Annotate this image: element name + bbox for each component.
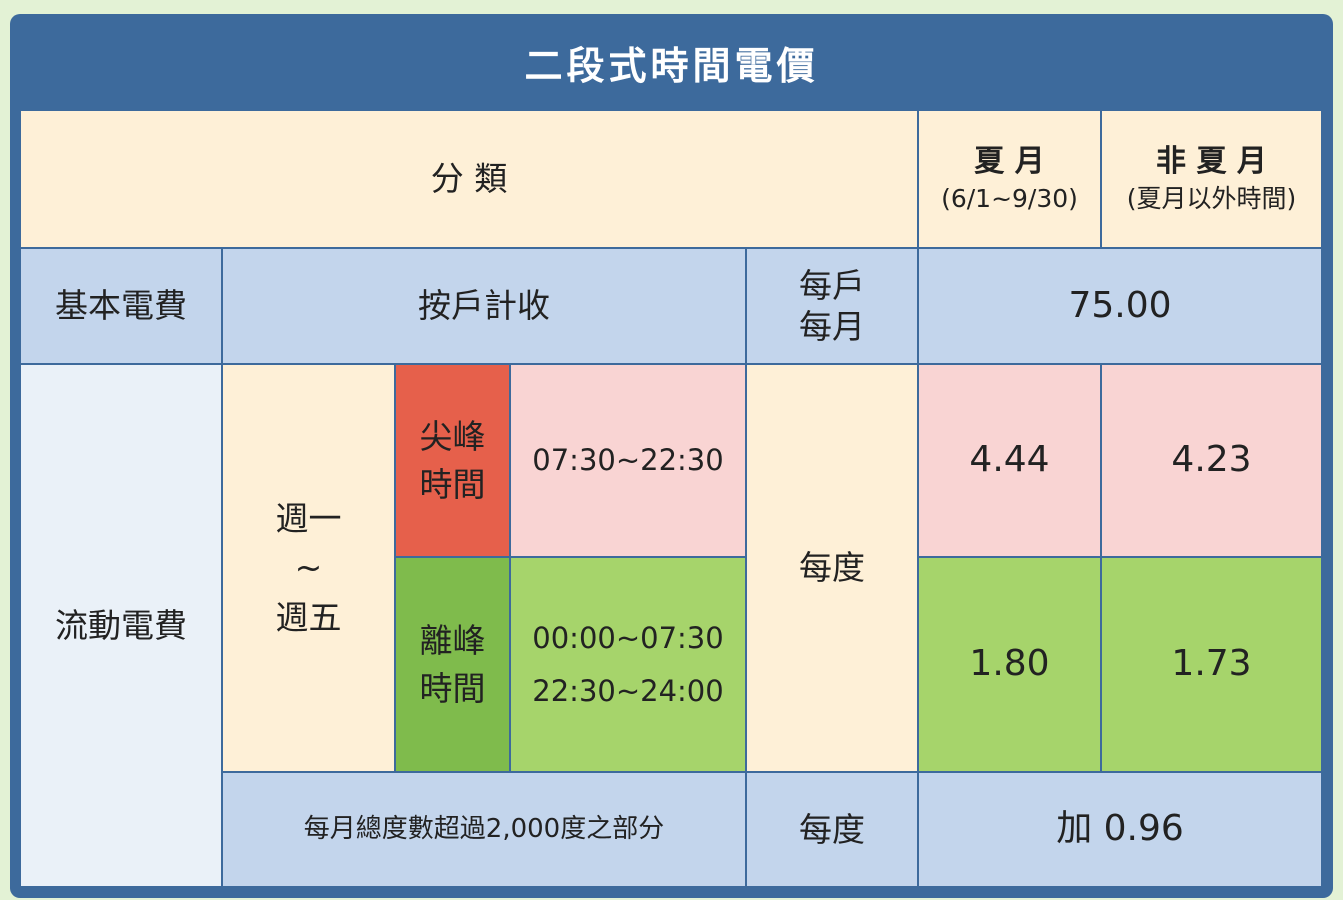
- off-peak-label-line: 時間: [419, 668, 486, 708]
- off-peak-label: 離峰 時間: [395, 557, 510, 772]
- summer-label: 夏 月: [974, 143, 1045, 179]
- peak-label-line: 尖峰: [419, 416, 486, 456]
- excess-value: 加 0.96: [918, 772, 1322, 887]
- weekday-start: 週一: [275, 498, 342, 538]
- peak-summer-value: 4.44: [918, 364, 1101, 557]
- weekdays-cell: 週一 ~ 週五: [222, 364, 395, 772]
- weekday-separator: ~: [294, 548, 323, 588]
- peak-label: 尖峰 時間: [395, 364, 510, 557]
- energy-fee-label: 流動電費: [20, 364, 222, 887]
- weekday-end: 週五: [275, 597, 342, 637]
- category-label: 分 類: [430, 159, 508, 199]
- peak-time: 07:30~22:30: [510, 364, 746, 557]
- basic-fee-label: 基本電費: [20, 248, 222, 364]
- table-title: 二段式時間電價: [524, 43, 819, 88]
- off-peak-label-line: 離峰: [419, 620, 486, 660]
- off-peak-time-line: 22:30~24:00: [532, 673, 724, 708]
- header-non-summer: 非 夏 月 (夏月以外時間): [1101, 110, 1322, 248]
- off-peak-non-summer-value: 1.73: [1101, 557, 1322, 772]
- excess-unit: 每度: [746, 772, 918, 887]
- summer-period: (6/1~9/30): [941, 184, 1078, 214]
- excess-label: 每月總度數超過2,000度之部分: [222, 772, 746, 887]
- off-peak-time-line: 00:00~07:30: [532, 621, 724, 656]
- off-peak-summer-value: 1.80: [918, 557, 1101, 772]
- peak-label-line: 時間: [419, 464, 486, 504]
- non-summer-period: (夏月以外時間): [1126, 184, 1297, 214]
- non-summer-label: 非 夏 月: [1156, 143, 1267, 179]
- header-summer: 夏 月 (6/1~9/30): [918, 110, 1101, 248]
- energy-unit: 每度: [746, 364, 918, 772]
- unit-line: 每戶: [799, 265, 865, 305]
- basic-fee-value: 75.00: [918, 248, 1322, 364]
- peak-non-summer-value: 4.23: [1101, 364, 1322, 557]
- unit-line: 每月: [799, 307, 865, 346]
- header-category: 分 類: [20, 110, 918, 248]
- off-peak-time: 00:00~07:30 22:30~24:00: [510, 557, 746, 772]
- basic-fee-method: 按戶計收: [222, 248, 746, 364]
- basic-fee-unit: 每戶 每月: [746, 248, 918, 364]
